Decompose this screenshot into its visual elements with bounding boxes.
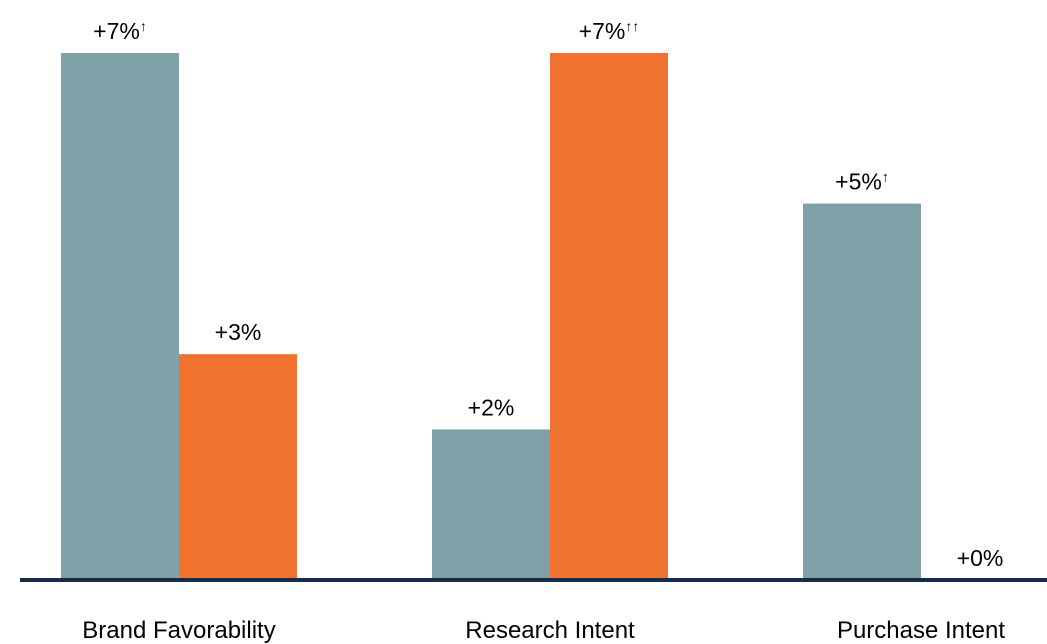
bar-s1-purchase-intent xyxy=(803,203,921,581)
data-labels-layer: +7%↑ +3% +2% +7%↑↑ +5%↑ +0% xyxy=(93,18,1003,571)
significance-marker: ↑ xyxy=(882,169,889,185)
significance-marker: ↑ xyxy=(140,18,147,34)
significance-marker: ↑↑ xyxy=(625,18,639,34)
bars-layer xyxy=(61,53,921,581)
category-label-purchase-intent: Purchase Intent xyxy=(837,617,1005,644)
category-label-research-intent: Research Intent xyxy=(465,617,635,644)
data-label-s1-2: +2% xyxy=(468,394,515,420)
category-labels-layer: Brand Favorability Research Intent Purchas… xyxy=(82,617,1005,644)
bar-s1-brand-favorability xyxy=(61,53,179,580)
data-label-s1-3: +5%↑ xyxy=(835,169,889,195)
data-label-s2-2: +7%↑↑ xyxy=(579,18,640,44)
bar-s2-brand-favorability xyxy=(179,354,297,580)
bar-s1-research-intent xyxy=(432,429,550,580)
data-label-s2-3: +0% xyxy=(957,545,1004,571)
data-label-s2-1: +3% xyxy=(215,319,262,345)
category-label-brand-favorability: Brand Favorability xyxy=(82,617,275,644)
data-label-s1-1: +7%↑ xyxy=(93,18,147,44)
bar-s2-research-intent xyxy=(550,53,668,580)
